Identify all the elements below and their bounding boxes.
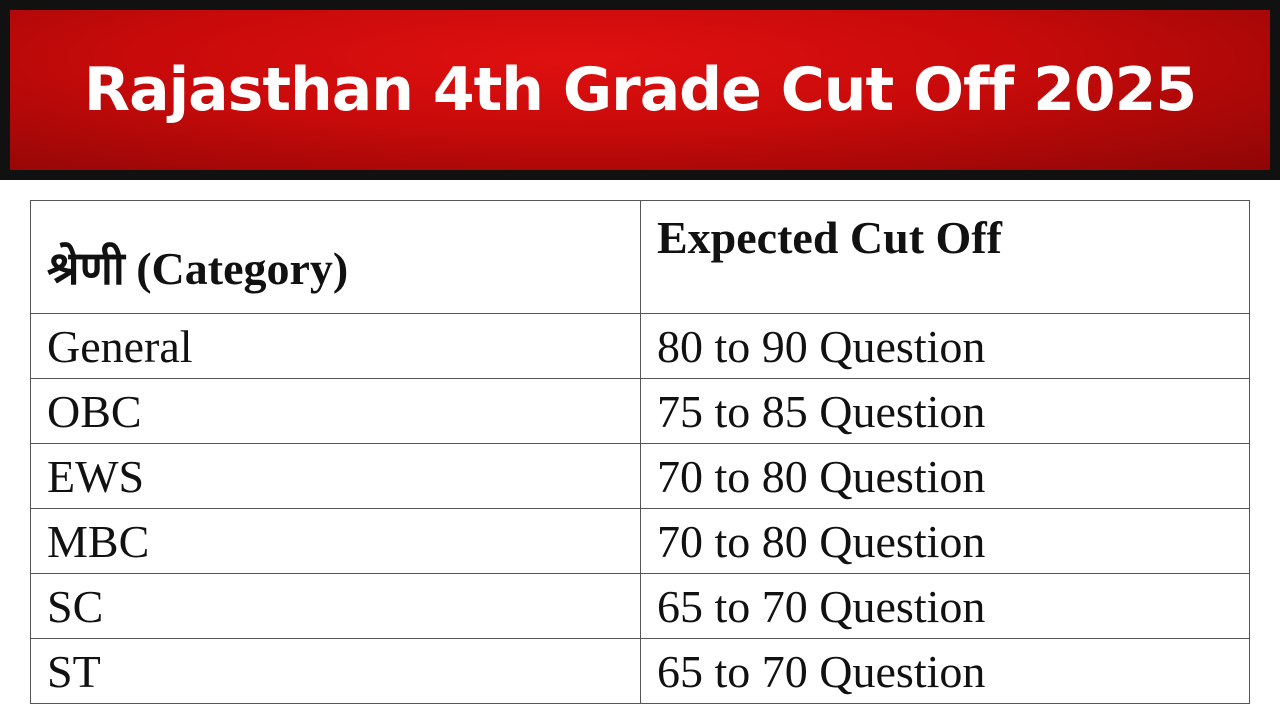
cutoff-table: श्रेणी (Category) Expected Cut Off Gener… — [30, 200, 1250, 704]
table-row: OBC 75 to 85 Question — [30, 378, 1250, 444]
category-cell: EWS — [30, 443, 641, 509]
header-background: Rajasthan 4th Grade Cut Off 2025 — [10, 10, 1270, 170]
category-cell: General — [30, 313, 641, 379]
table-row: ST 65 to 70 Question — [30, 638, 1250, 704]
column-header: श्रेणी (Category) — [30, 200, 641, 314]
cutoff-cell: 70 to 80 Question — [640, 508, 1250, 574]
table-row: EWS 70 to 80 Question — [30, 443, 1250, 509]
column-header: Expected Cut Off — [640, 200, 1250, 314]
table-row: SC 65 to 70 Question — [30, 573, 1250, 639]
category-cell: SC — [30, 573, 641, 639]
category-cell: MBC — [30, 508, 641, 574]
page-title: Rajasthan 4th Grade Cut Off 2025 — [83, 55, 1197, 125]
table-row: MBC 70 to 80 Question — [30, 508, 1250, 574]
cutoff-cell: 70 to 80 Question — [640, 443, 1250, 509]
category-cell: ST — [30, 638, 641, 704]
table-body: General 80 to 90 Question OBC 75 to 85 Ques… — [30, 313, 1250, 704]
cutoff-cell: 80 to 90 Question — [640, 313, 1250, 379]
cutoff-cell: 65 to 70 Question — [640, 573, 1250, 639]
cutoff-cell: 65 to 70 Question — [640, 638, 1250, 704]
header-row: श्रेणी (Category) Expected Cut Off — [30, 200, 1250, 314]
header-banner: Rajasthan 4th Grade Cut Off 2025 — [0, 0, 1280, 180]
cutoff-cell: 75 to 85 Question — [640, 378, 1250, 444]
category-cell: OBC — [30, 378, 641, 444]
table-row: General 80 to 90 Question — [30, 313, 1250, 379]
